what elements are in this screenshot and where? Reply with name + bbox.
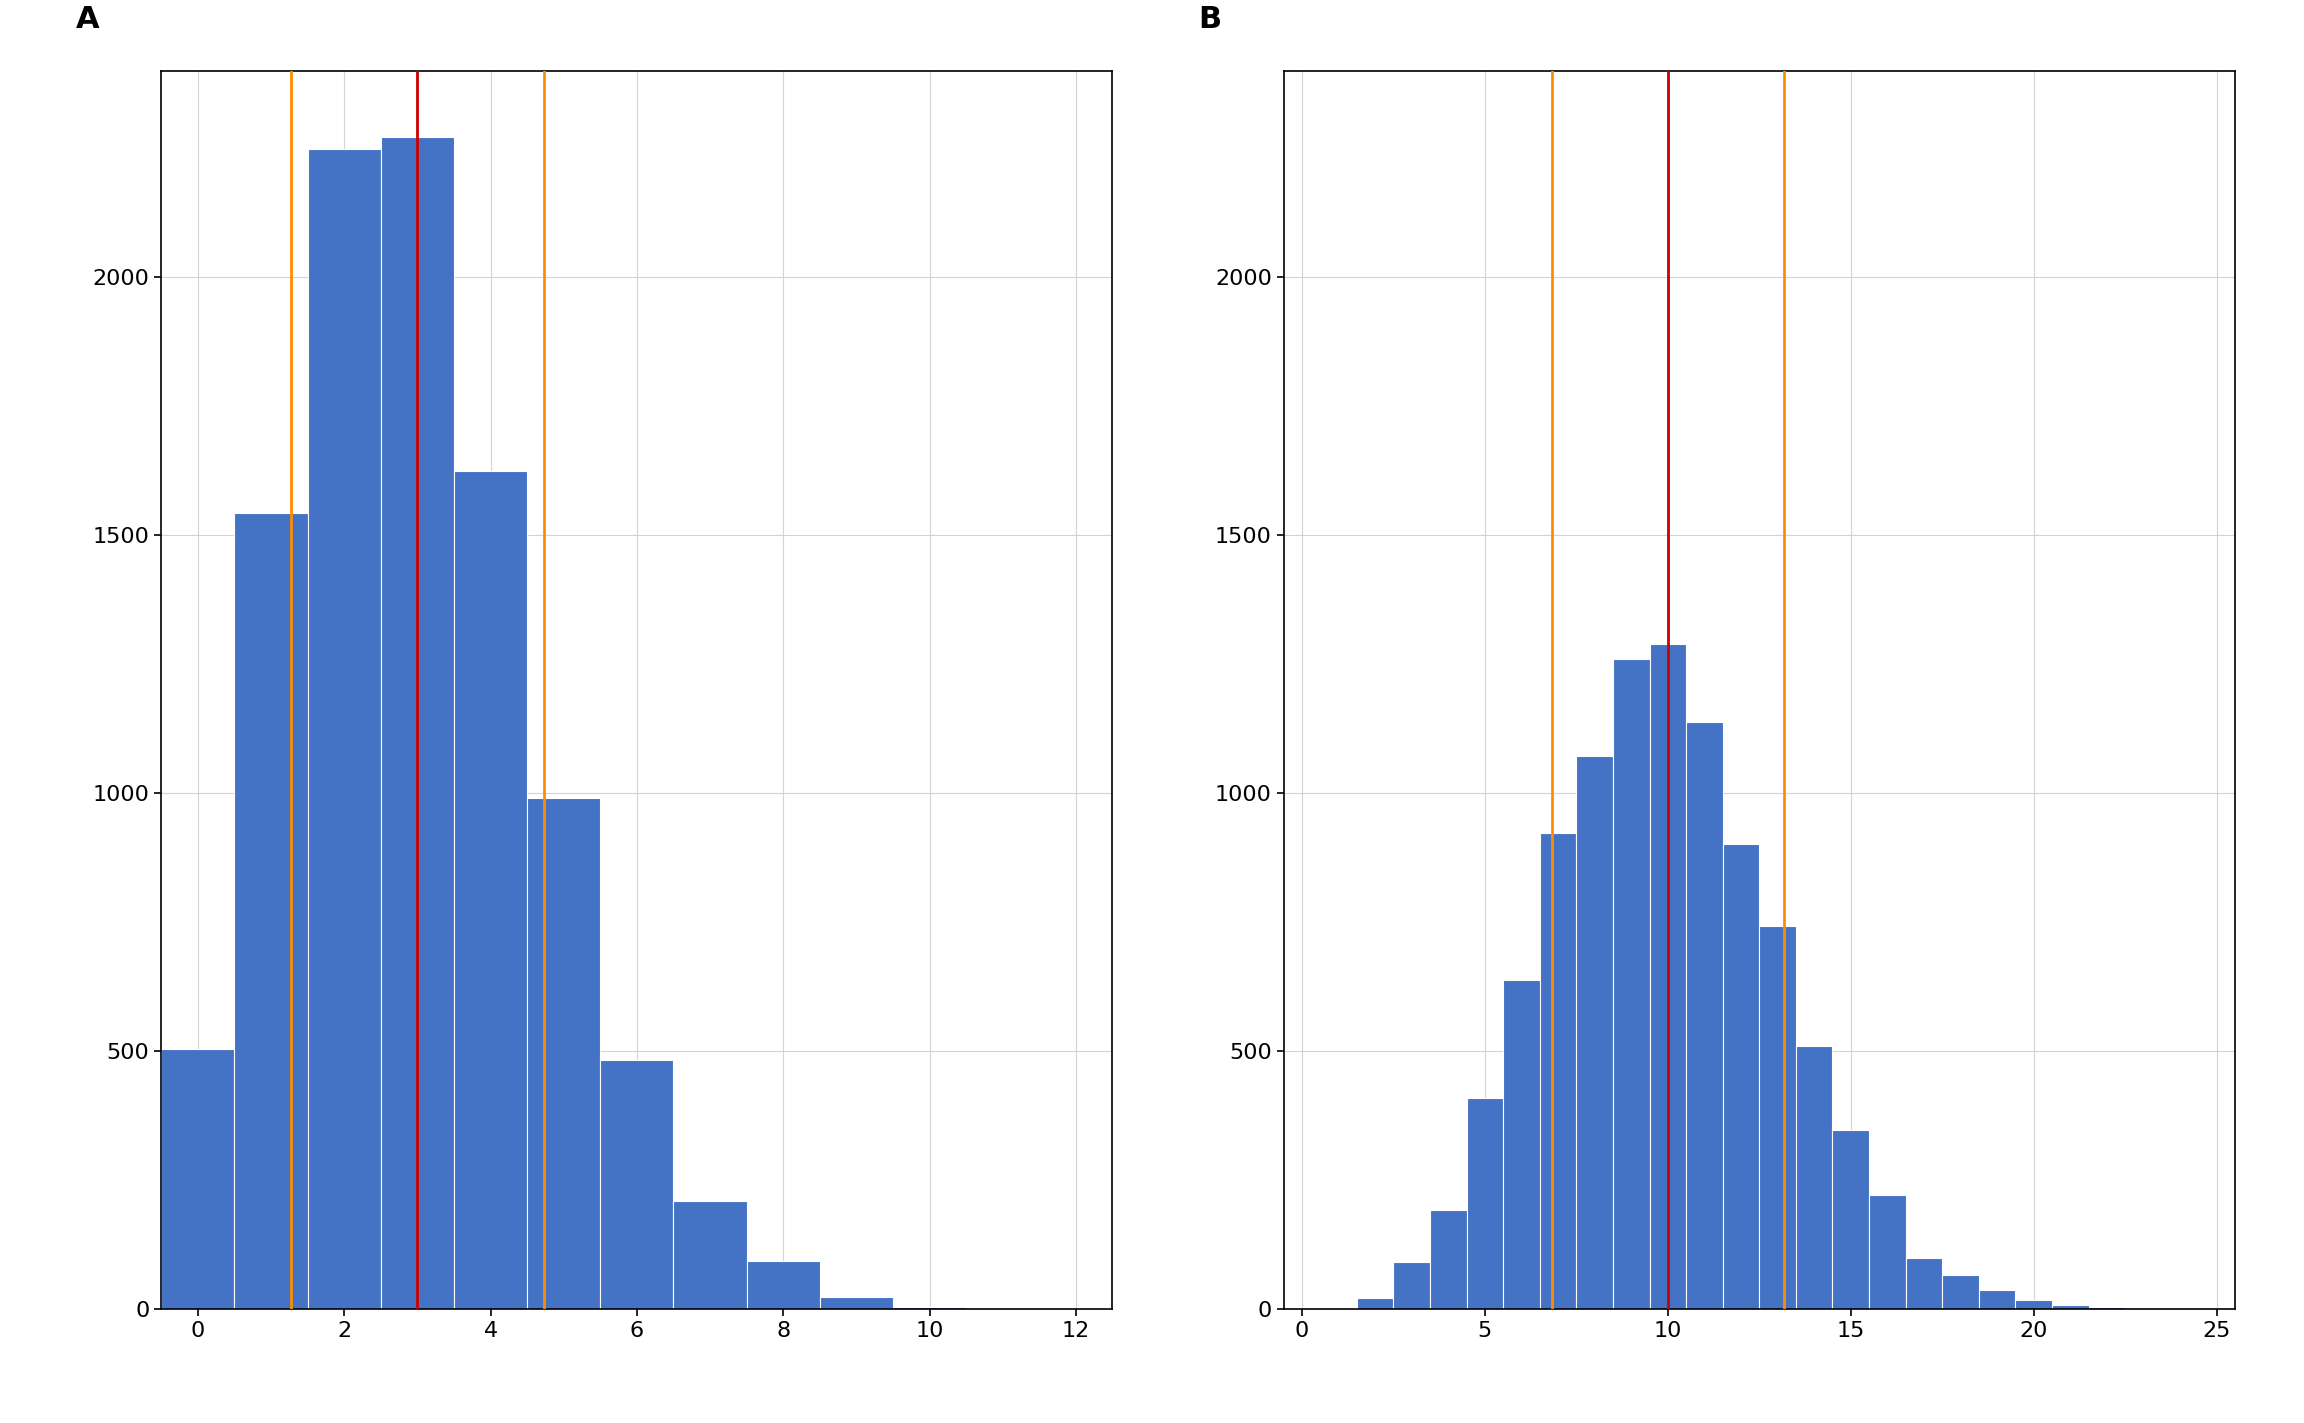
Bar <box>528 798 601 1309</box>
Bar <box>1760 926 1795 1309</box>
Bar <box>1613 659 1650 1309</box>
Bar <box>1979 1289 2016 1309</box>
Bar <box>380 137 454 1309</box>
Bar <box>1942 1275 1979 1309</box>
Bar <box>1723 844 1760 1309</box>
Bar <box>1869 1195 1905 1309</box>
Bar <box>820 1296 894 1309</box>
Bar <box>1576 756 1613 1309</box>
Bar <box>1539 832 1576 1309</box>
Bar <box>454 471 528 1309</box>
Bar <box>2053 1305 2087 1309</box>
Text: B: B <box>1198 6 1221 34</box>
Text: A: A <box>76 6 99 34</box>
Bar <box>235 512 309 1309</box>
Bar <box>1431 1210 1468 1309</box>
Bar <box>1468 1099 1502 1309</box>
Bar <box>2124 1308 2161 1309</box>
Bar <box>894 1308 965 1309</box>
Bar <box>1357 1298 1394 1309</box>
Bar <box>1650 645 1687 1309</box>
Bar <box>746 1261 820 1309</box>
Bar <box>1905 1258 1942 1309</box>
Bar <box>1795 1046 1832 1309</box>
Bar <box>673 1201 746 1309</box>
Bar <box>2087 1308 2124 1309</box>
Bar <box>601 1060 673 1309</box>
Bar <box>1832 1130 1869 1309</box>
Bar <box>161 1049 235 1309</box>
Bar <box>1394 1262 1431 1309</box>
Bar <box>309 149 380 1309</box>
Bar <box>2016 1299 2053 1309</box>
Bar <box>1502 980 1539 1309</box>
Bar <box>1687 721 1723 1309</box>
